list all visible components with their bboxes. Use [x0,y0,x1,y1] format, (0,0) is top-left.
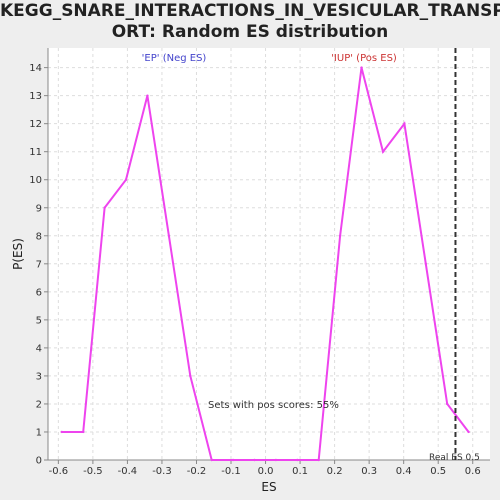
data-point [296,458,299,462]
data-point [231,458,235,462]
data-point [146,94,149,97]
data-point [253,458,256,462]
real-es-label: Real ES 0.5 [429,453,480,463]
data-point [338,234,342,237]
data-point [274,458,278,462]
x-tick-label: -0.2 [187,466,207,477]
data-point [60,430,64,434]
x-tick-label: 0.5 [430,466,446,477]
y-axis-title: P(ES) [11,238,25,270]
x-tick-label: -0.5 [83,466,103,477]
data-point [82,430,85,434]
y-tick-label: 4 [36,343,42,354]
data-point [467,430,470,434]
y-tick-label: 9 [36,203,42,214]
x-tick-label: 0.6 [465,466,481,477]
x-tick-label: -0.3 [152,466,172,477]
y-tick-label: 5 [36,315,42,326]
data-point [189,374,192,378]
data-point [103,206,106,209]
x-tick-label: 0.0 [258,466,274,477]
chart-title: KEGG_SNARE_INTERACTIONS_IN_VESICULAR_TRA… [0,1,500,42]
x-tick-label: -0.1 [221,466,241,477]
y-tick-label: 0 [36,456,42,467]
es-distribution-line [61,67,470,461]
data-point [403,122,406,125]
y-tick-label: 3 [36,371,42,382]
neg-es-label: 'EP' (Neg ES) [142,53,207,64]
y-tick-label: 14 [29,63,42,74]
x-tick-label: 0.3 [361,466,377,477]
data-point [124,178,128,181]
y-tick-label: 2 [36,399,42,410]
plot-area [48,48,490,460]
y-tick-label: 7 [36,259,42,270]
y-tick-label: 13 [29,91,42,102]
y-tick-label: 6 [36,287,42,298]
x-tick-label: -0.6 [49,466,69,477]
x-tick-label: 0.1 [292,466,308,477]
x-axis-title: ES [261,480,276,494]
x-tick-label: 0.4 [396,466,412,477]
data-point [210,458,213,462]
y-tick-label: 1 [36,427,42,438]
data-point [360,66,363,69]
y-tick-label: 8 [36,231,42,242]
y-tick-label: 11 [29,147,42,158]
pos-es-label: 'IUP' (Pos ES) [331,53,397,64]
x-tick-label: -0.4 [118,466,138,477]
data-point [445,402,449,406]
data-point [167,234,171,237]
data-point [424,262,427,266]
y-tick-label: 10 [29,175,42,186]
data-point [381,150,385,153]
y-tick-label: 12 [29,119,42,130]
pos-scores-annotation: Sets with pos scores: 55% [208,400,339,411]
data-point [317,458,320,462]
x-tick-label: 0.2 [327,466,343,477]
